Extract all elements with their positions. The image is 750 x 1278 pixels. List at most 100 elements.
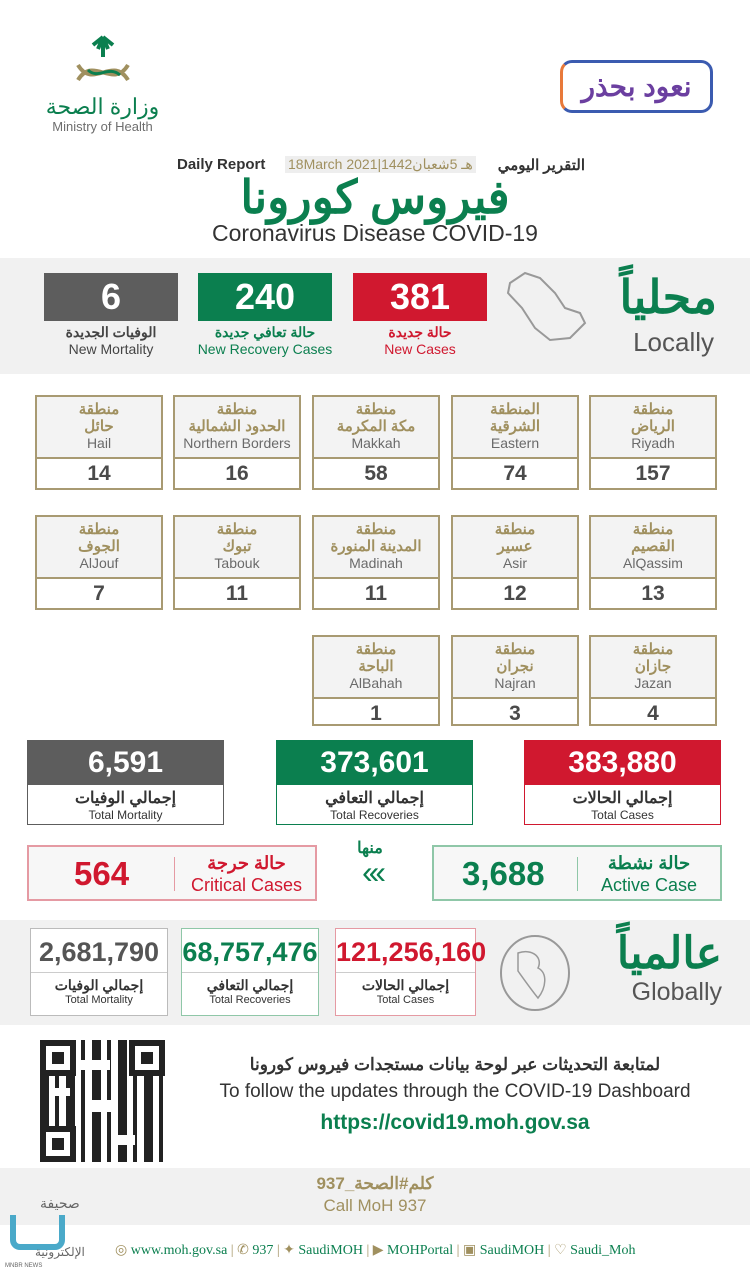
global-recoveries-card: 68,757,476 إجمالي التعافي Total Recoveries	[181, 928, 319, 1016]
region-ar2: تبوك	[222, 538, 252, 555]
region-ar2: الشرقية	[489, 418, 541, 435]
divider	[577, 857, 578, 891]
region-en: Tabouk	[214, 555, 260, 571]
globe-icon	[500, 935, 570, 1011]
label-ar: حالة نشطة	[607, 853, 691, 873]
region-card: منطقة تبوك Tabouk 11	[173, 515, 301, 610]
region-ar1: منطقة	[216, 401, 258, 418]
label-en: Critical Cases	[190, 875, 303, 895]
dashboard-link[interactable]: https://covid19.moh.gov.sa	[320, 1111, 590, 1134]
phone-link[interactable]: 937	[252, 1243, 274, 1258]
region-label: منطقة نجران Najran	[453, 637, 577, 699]
region-value: 157	[635, 462, 671, 485]
region-card: منطقة جازان Jazan 4	[589, 635, 717, 726]
campaign-logo: نعود بحذر	[560, 60, 713, 113]
total-recoveries-card: 373,601 إجمالي التعافي Total Recoveries	[276, 740, 473, 825]
of-which-label: منها	[357, 840, 383, 857]
locally-ar: محلياً	[619, 271, 717, 323]
region-ar1: منطقة	[78, 521, 120, 538]
region-ar1: منطقة	[216, 521, 258, 538]
region-en: Asir	[502, 555, 528, 571]
label-ar: حالة جديدة	[388, 324, 452, 340]
total-cases-value: 383,880	[525, 741, 720, 785]
locally-en: Locally	[633, 327, 714, 357]
watermark-en: MNBR NEWS	[5, 1263, 43, 1269]
region-card: منطقة الباحة AlBahah 1	[312, 635, 440, 726]
region-card: منطقة عسير Asir 12	[451, 515, 579, 610]
active-label: حالة نشطة Active Case	[584, 852, 714, 896]
phone-icon: ✆	[237, 1243, 249, 1258]
global-cases-value: 121,256,160	[336, 929, 486, 973]
region-value: 13	[641, 582, 665, 605]
label-ar: حالة تعافي جديدة	[214, 324, 316, 340]
region-label: منطقة المدينة المنورة Madinah	[314, 517, 438, 579]
region-ar1: منطقة	[494, 641, 536, 658]
region-ar2: القصيم	[631, 538, 675, 555]
call-info: كلم#الصحة_937 Call MoH 937	[0, 1174, 750, 1216]
snapchat-icon: ♡	[554, 1243, 567, 1258]
snapchat-link[interactable]: Saudi_Moh	[570, 1243, 636, 1258]
globe-icon: ◎	[115, 1243, 128, 1258]
critical-label: حالة حرجة Critical Cases	[179, 852, 314, 896]
region-label: منطقة الباحة AlBahah	[314, 637, 438, 699]
dashboard-ar: لمتابعة التحديثات عبر لوحة بيانات مستجدا…	[249, 1055, 661, 1074]
youtube-link[interactable]: MOHPortal	[387, 1243, 454, 1258]
global-mortality-en: Total Mortality	[65, 994, 133, 1006]
region-ar1: منطقة	[355, 641, 397, 658]
facebook-link[interactable]: SaudiMOH	[479, 1243, 545, 1258]
qr-code[interactable]	[40, 1040, 165, 1162]
moh-name-ar: وزارة الصحة	[45, 94, 160, 119]
region-label: منطقة عسير Asir	[453, 517, 577, 579]
watermark-ar1: صحيفة	[40, 1195, 80, 1211]
region-en: AlQassim	[623, 555, 683, 571]
region-ar1: منطقة	[632, 641, 674, 658]
region-ar2: الجوف	[78, 538, 120, 555]
global-cases-card: 121,256,160 إجمالي الحالات Total Cases	[335, 928, 486, 1016]
total-mortality-value: 6,591	[28, 741, 223, 785]
region-value: 58	[364, 462, 388, 485]
arrows-icon: ‹‹‹	[362, 854, 386, 890]
title-en: Coronavirus Disease COVID-19	[212, 220, 538, 246]
new-recovery-value: 240	[198, 273, 332, 321]
region-ar1: منطقة	[494, 521, 536, 538]
label-en: New Mortality	[68, 341, 154, 357]
moh-logo: وزارة الصحة Ministry of Health	[40, 35, 165, 140]
region-label: المنطقة الشرقية Eastern	[453, 397, 577, 459]
globally-ar: عالمياً	[616, 929, 722, 978]
report-ar: التقرير اليومي	[497, 157, 585, 174]
region-ar2: الرياض	[631, 418, 675, 435]
region-en: Hail	[86, 435, 112, 451]
label-en: Active Case	[600, 875, 698, 895]
global-mortality-card: 2,681,790 إجمالي الوفيات Total Mortality	[30, 928, 168, 1016]
youtube-icon: ▶	[372, 1243, 384, 1258]
global-cases-en: Total Cases	[376, 994, 435, 1006]
region-label: منطقة الحدود الشمالية Northern Borders	[175, 397, 299, 459]
global-mortality-ar: إجمالي الوفيات	[54, 977, 144, 993]
dashboard-info: لمتابعة التحديثات عبر لوحة بيانات مستجدا…	[195, 1055, 715, 1135]
region-en: Makkah	[351, 435, 401, 451]
region-en: AlBahah	[349, 675, 403, 691]
report-date: 18March 2021|1442هـ 5شعبان	[285, 156, 476, 173]
dashboard-en: To follow the updates through the COVID-…	[219, 1081, 691, 1102]
region-ar1: منطقة	[632, 521, 674, 538]
region-label: منطقة الجوف AlJouf	[37, 517, 161, 579]
new-cases-label: حالة جديدة New Cases	[335, 324, 505, 358]
label-en: New Cases	[384, 341, 456, 357]
region-ar1: منطقة	[632, 401, 674, 418]
active-case-card: 3,688 حالة نشطة Active Case	[432, 845, 722, 901]
region-card: منطقة المدينة المنورة Madinah 11	[312, 515, 440, 610]
new-mortality-label: الوفيات الجديدة New Mortality	[26, 324, 196, 358]
region-en: Najran	[494, 675, 536, 691]
region-value: 1	[370, 702, 382, 725]
region-en: Jazan	[634, 675, 672, 691]
website-link[interactable]: www.moh.gov.sa	[130, 1243, 228, 1258]
watermark-ar2: الإلكترونية	[35, 1245, 85, 1259]
region-ar2: الحدود الشمالية	[188, 418, 286, 435]
call-ar: كلم#الصحة_937	[316, 1174, 434, 1193]
region-en: Madinah	[349, 555, 403, 571]
watermark-logo: صحيفة الإلكترونية MNBR NEWS	[5, 1195, 105, 1275]
active-value: 3,688	[462, 855, 545, 892]
region-card: منطقة الحدود الشمالية Northern Borders 16	[173, 395, 301, 490]
twitter-link[interactable]: SaudiMOH	[298, 1243, 363, 1258]
region-ar2: حائل	[84, 418, 114, 435]
